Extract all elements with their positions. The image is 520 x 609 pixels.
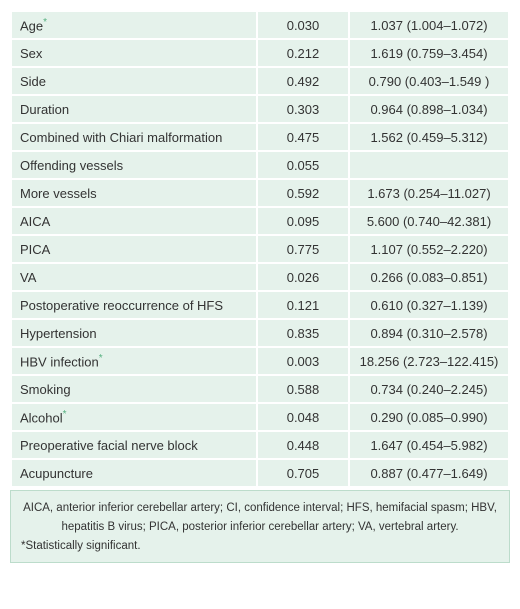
p-value: 0.303: [256, 94, 350, 124]
variable-name: VA: [20, 269, 37, 285]
odds-ratio: 1.037 (1.004–1.072): [348, 10, 510, 40]
p-value: 0.121: [256, 290, 350, 320]
variable-name: Age: [20, 18, 44, 34]
variable-cell: Preoperative facial nerve block: [10, 430, 258, 460]
table-row: PICA 0.775 1.107 (0.552–2.220): [10, 234, 510, 264]
odds-ratio: 0.790 (0.403–1.549 ): [348, 66, 510, 96]
table-row: Duration 0.303 0.964 (0.898–1.034): [10, 94, 510, 124]
variable-name: PICA: [20, 241, 51, 257]
odds-ratio: 1.562 (0.459–5.312): [348, 122, 510, 152]
odds-ratio: 0.887 (0.477–1.649): [348, 458, 510, 488]
variable-name: Alcohol: [20, 410, 63, 426]
variable-name: Postoperative reoccurrence of HFS: [20, 297, 224, 313]
variable-name: Offending vessels: [20, 157, 124, 173]
variable-name: Hypertension: [20, 325, 97, 341]
variable-cell: Side: [10, 66, 258, 96]
p-value: 0.775: [256, 234, 350, 264]
table-row: Smoking 0.588 0.734 (0.240–2.245): [10, 374, 510, 404]
p-value: 0.095: [256, 206, 350, 236]
odds-ratio: 1.673 (0.254–11.027): [348, 178, 510, 208]
variable-name: Side: [20, 73, 47, 89]
odds-ratio: 0.964 (0.898–1.034): [348, 94, 510, 124]
variable-cell: More vessels: [10, 178, 258, 208]
variable-cell: Combined with Chiari malformation: [10, 122, 258, 152]
variable-name: Combined with Chiari malformation: [20, 129, 223, 145]
variable-name: AICA: [20, 213, 51, 229]
p-value: 0.475: [256, 122, 350, 152]
variable-name: More vessels: [20, 185, 97, 201]
odds-ratio: 1.619 (0.759–3.454): [348, 38, 510, 68]
significance-note: *Statistically significant.: [21, 540, 141, 552]
table-row: VA 0.026 0.266 (0.083–0.851): [10, 262, 510, 292]
table-row: Hypertension 0.835 0.894 (0.310–2.578): [10, 318, 510, 348]
table-container: Age* 0.030 1.037 (1.004–1.072) Sex 0.212 1.61…: [10, 10, 510, 563]
p-value: 0.492: [256, 66, 350, 96]
results-table: Age* 0.030 1.037 (1.004–1.072) Sex 0.212 1.61…: [10, 10, 510, 488]
odds-ratio: 0.610 (0.327–1.139): [348, 290, 510, 320]
variable-cell: Sex: [10, 38, 258, 68]
table-row: Combined with Chiari malformation 0.475 1.…: [10, 122, 510, 152]
table-row: Offending vessels 0.055: [10, 150, 510, 180]
variable-cell: Age*: [10, 10, 258, 40]
significance-mark: *: [43, 16, 48, 28]
variable-cell: Alcohol*: [10, 402, 258, 432]
odds-ratio: 0.290 (0.085–0.990): [348, 402, 510, 432]
variable-name: Preoperative facial nerve block: [20, 437, 198, 453]
p-value: 0.212: [256, 38, 350, 68]
table-row: Preoperative facial nerve block 0.448 1.64…: [10, 430, 510, 460]
variable-cell: Offending vessels: [10, 150, 258, 180]
p-value: 0.588: [256, 374, 350, 404]
odds-ratio: 0.734 (0.240–2.245): [348, 374, 510, 404]
table-row: AICA 0.095 5.600 (0.740–42.381): [10, 206, 510, 236]
variable-cell: Hypertension: [10, 318, 258, 348]
odds-ratio: 5.600 (0.740–42.381): [348, 206, 510, 236]
p-value: 0.026: [256, 262, 350, 292]
p-value: 0.705: [256, 458, 350, 488]
p-value: 0.030: [256, 10, 350, 40]
p-value: 0.048: [256, 402, 350, 432]
significance-mark: *: [62, 408, 67, 420]
variable-cell: AICA: [10, 206, 258, 236]
table-row: HBV infection* 0.003 18.256 (2.723–122.415…: [10, 346, 510, 376]
p-value: 0.835: [256, 318, 350, 348]
odds-ratio: 1.107 (0.552–2.220): [348, 234, 510, 264]
abbreviations: AICA, anterior inferior cerebellar arter…: [23, 502, 497, 533]
table-row: Side 0.492 0.790 (0.403–1.549 ): [10, 66, 510, 96]
variable-cell: PICA: [10, 234, 258, 264]
variable-name: Sex: [20, 45, 43, 61]
variable-cell: HBV infection*: [10, 346, 258, 376]
table-row: Sex 0.212 1.619 (0.759–3.454): [10, 38, 510, 68]
significance-mark: *: [98, 352, 103, 364]
variable-cell: Acupuncture: [10, 458, 258, 488]
table-row: Alcohol* 0.048 0.290 (0.085–0.990): [10, 402, 510, 432]
table-row: Postoperative reoccurrence of HFS 0.121 0.…: [10, 290, 510, 320]
p-value: 0.003: [256, 346, 350, 376]
odds-ratio: 18.256 (2.723–122.415): [348, 346, 510, 376]
variable-name: Duration: [20, 101, 70, 117]
table-row: Age* 0.030 1.037 (1.004–1.072): [10, 10, 510, 40]
odds-ratio: 1.647 (0.454–5.982): [348, 430, 510, 460]
variable-cell: Duration: [10, 94, 258, 124]
variable-name: Acupuncture: [20, 465, 93, 481]
p-value: 0.592: [256, 178, 350, 208]
variable-name: Smoking: [20, 381, 71, 397]
variable-cell: Smoking: [10, 374, 258, 404]
variable-name: HBV infection: [20, 354, 99, 370]
footnote: AICA, anterior inferior cerebellar arter…: [10, 490, 510, 563]
table-row: Acupuncture 0.705 0.887 (0.477–1.649): [10, 458, 510, 488]
p-value: 0.055: [256, 150, 350, 180]
p-value: 0.448: [256, 430, 350, 460]
odds-ratio: [348, 150, 510, 180]
variable-cell: Postoperative reoccurrence of HFS: [10, 290, 258, 320]
table-row: More vessels 0.592 1.673 (0.254–11.027): [10, 178, 510, 208]
odds-ratio: 0.894 (0.310–2.578): [348, 318, 510, 348]
variable-cell: VA: [10, 262, 258, 292]
odds-ratio: 0.266 (0.083–0.851): [348, 262, 510, 292]
